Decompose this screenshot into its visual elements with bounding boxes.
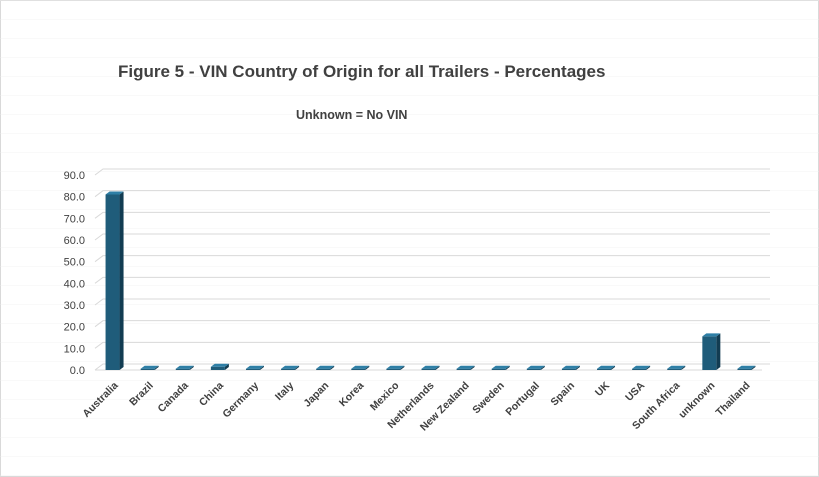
gridline xyxy=(94,168,770,176)
y-tick-label: 10.0 xyxy=(64,343,85,355)
bar-south-africa xyxy=(667,365,686,370)
bar-australia xyxy=(105,191,124,370)
chart-annotation: Unknown = No VIN xyxy=(296,108,408,122)
bar-unknown xyxy=(702,333,721,370)
bar-netherlands xyxy=(421,365,440,370)
bar-korea xyxy=(351,365,370,370)
y-tick-label: 20.0 xyxy=(64,322,85,334)
x-tick-label: Thailand xyxy=(714,380,753,419)
x-tick-label: Mexico xyxy=(368,380,402,414)
x-tick-label: Portugal xyxy=(503,380,542,419)
bar-thailand xyxy=(737,365,756,370)
x-tick-label: China xyxy=(197,380,226,409)
gridline xyxy=(94,320,770,328)
chart-title: Figure 5 - VIN Country of Origin for all… xyxy=(118,62,606,81)
gridline xyxy=(94,298,770,306)
gridline xyxy=(94,341,770,349)
x-tick-label: Spain xyxy=(548,380,577,409)
x-tick-label: Korea xyxy=(337,380,367,410)
bar-italy xyxy=(281,365,300,370)
x-tick-label: Australia xyxy=(80,380,120,420)
bar-usa xyxy=(632,365,651,370)
x-tick-label: USA xyxy=(623,379,647,403)
bar-portugal xyxy=(526,365,545,370)
bars xyxy=(105,191,756,370)
bar-brazil xyxy=(140,365,159,370)
x-tick-label: Japan xyxy=(301,380,331,410)
gridlines xyxy=(94,168,770,371)
x-tick-label: Sweden xyxy=(470,380,507,417)
y-tick-label: 40.0 xyxy=(64,278,85,290)
gridline xyxy=(94,276,770,284)
x-tick-label: Brazil xyxy=(127,380,156,409)
bar-japan xyxy=(316,365,335,370)
y-tick-label: 0.0 xyxy=(70,365,85,377)
y-tick-label: 90.0 xyxy=(64,170,85,182)
x-tick-label: UK xyxy=(593,379,613,399)
x-tick-label: unknown xyxy=(676,380,717,421)
gridline xyxy=(94,255,770,263)
y-tick-label: 60.0 xyxy=(64,235,85,247)
bar-mexico xyxy=(386,365,405,370)
gridline xyxy=(94,363,770,371)
x-tick-label: Canada xyxy=(156,380,191,415)
y-tick-label: 70.0 xyxy=(64,213,85,225)
y-tick-label: 30.0 xyxy=(64,300,85,312)
y-axis-ticks: 90.0 80.0 70.0 60.0 50.0 40.0 30.0 20.0 10.0 0.0 xyxy=(64,170,85,377)
gridline xyxy=(94,233,770,241)
y-tick-label: 80.0 xyxy=(64,192,85,204)
gridline xyxy=(94,190,770,198)
bar-sweden xyxy=(491,365,510,370)
bar-new-zealand xyxy=(456,365,475,370)
bar-china xyxy=(210,363,229,370)
bar-canada xyxy=(175,365,194,370)
bar-spain xyxy=(561,365,580,370)
y-tick-label: 50.0 xyxy=(64,257,85,269)
gridline xyxy=(94,211,770,219)
x-tick-label: Italy xyxy=(273,380,296,403)
x-tick-label: Germany xyxy=(220,380,261,421)
bar-uk xyxy=(597,365,616,370)
bar-germany xyxy=(245,365,264,370)
